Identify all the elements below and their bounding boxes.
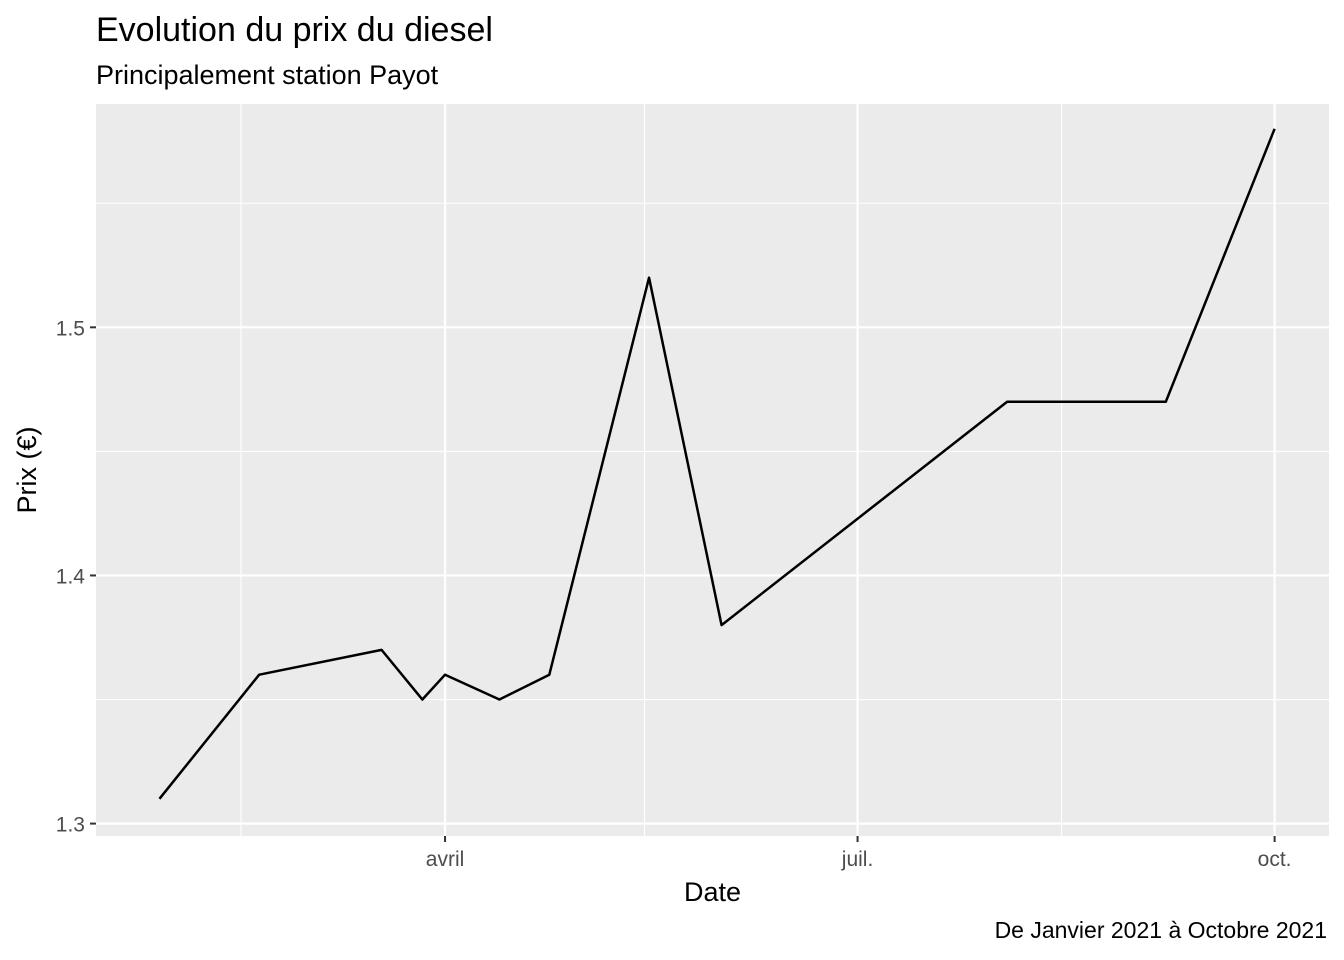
major-gridlines xyxy=(96,104,1329,836)
series-group xyxy=(158,128,1276,800)
x-tick-label-2: oct. xyxy=(1258,848,1292,871)
plot-panel xyxy=(96,104,1329,836)
series-line xyxy=(158,128,1276,800)
y-tick-label-0: 1.3 xyxy=(56,814,85,837)
axis-ticks xyxy=(90,326,1276,842)
x-tick-label-1: juil. xyxy=(841,848,874,871)
x-tick-label-0: avril xyxy=(426,848,465,871)
tick-labels: avril juil. oct. 1.3 1.4 1.5 xyxy=(56,317,1292,871)
x-axis-title: Date xyxy=(684,877,741,907)
minor-gridlines xyxy=(96,104,1329,836)
chart-subtitle: Principalement station Payot xyxy=(96,60,439,90)
y-axis-title: Prix (€) xyxy=(12,427,42,514)
y-tick-label-2: 1.5 xyxy=(56,317,85,340)
chart-caption: De Janvier 2021 à Octobre 2021 xyxy=(994,917,1327,943)
y-tick-label-1: 1.4 xyxy=(56,565,86,588)
chart-title: Evolution du prix du diesel xyxy=(96,11,493,49)
